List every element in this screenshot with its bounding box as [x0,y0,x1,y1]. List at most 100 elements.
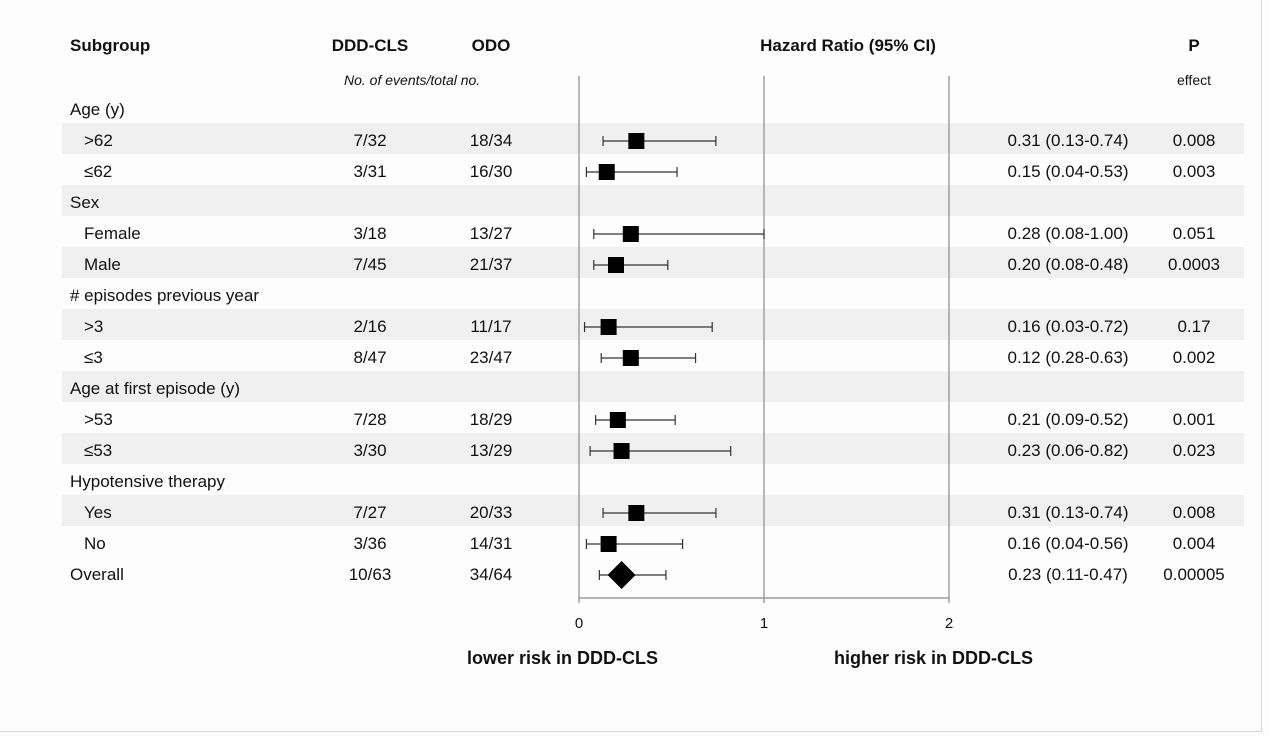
ci-estimate [585,536,684,552]
ddd-cls-events: 3/30 [353,441,387,460]
point-estimate-square [609,412,626,428]
x-tick-label: 1 [759,615,769,632]
hazard-ratio-text: 0.31 (0.13-0.74) [1007,131,1129,150]
odo-events: 18/34 [469,131,513,150]
footer-higher-risk: higher risk in DDD-CLS [834,648,1034,668]
ci-estimate [585,164,678,180]
hazard-ratio-text: 0.16 (0.04-0.56) [1007,534,1129,553]
ci-estimate [589,443,732,459]
overall-diamond [607,561,636,589]
odo-events: 13/27 [469,224,513,243]
header-subgroup: Subgroup [70,36,151,55]
ddd-cls-events: 3/36 [353,534,387,553]
group-label: Age at first episode (y) [70,379,241,398]
subgroup-label: Yes [84,503,112,522]
subgroup-label: No [84,534,106,553]
point-estimate-square [600,319,617,335]
hazard-ratio-text: 0.16 (0.03-0.72) [1007,317,1129,336]
row-band [62,433,1244,464]
p-value: 0.003 [1172,162,1216,181]
point-estimate-square [613,443,630,459]
hazard-ratio-text: 0.28 (0.08-1.00) [1007,224,1129,243]
odo-events: 11/17 [470,317,512,336]
ddd-cls-events: 3/18 [353,224,387,243]
p-value: 0.004 [1172,534,1216,553]
subgroup-label: Overall [70,565,124,584]
subgroup-row: ≤3 8/47 23/47 0.12 (0.28-0.63) 0.002 [0,342,1269,373]
p-value: 0.002 [1172,348,1216,367]
group-row: Age at first episode (y) [0,373,1269,404]
subgroup-row: >53 7/28 18/29 0.21 (0.09-0.52) 0.001 [0,404,1269,435]
subgroup-row: Male 7/45 21/37 0.20 (0.08-0.48) 0.0003 [0,249,1269,280]
overall-row: Overall 10/63 34/64 0.23 (0.11-0.47) 0.00005 [0,559,1269,590]
hazard-ratio-text: 0.12 (0.28-0.63) [1007,348,1129,367]
ci-estimate [593,226,765,242]
overall-estimate [598,561,667,589]
ci-estimate [583,319,713,335]
odo-events: 34/64 [469,565,513,584]
header-p: P [1188,36,1200,55]
odo-events: 16/30 [469,162,513,181]
ddd-cls-events: 2/16 [353,317,387,336]
p-value: 0.17 [1177,317,1211,336]
header-hazard-ratio: Hazard Ratio (95% CI) [760,36,936,55]
subgroup-label: ≤53 [84,441,113,460]
row-band [62,185,1244,216]
subgroup-row: ≤53 3/30 13/29 0.23 (0.06-0.82) 0.023 [0,435,1269,466]
ci-estimate [595,412,676,428]
p-value: 0.0003 [1168,255,1220,274]
point-estimate-square [608,257,624,273]
ddd-cls-events: 7/45 [353,255,387,274]
odo-events: 23/47 [469,348,513,367]
p-value: 0.051 [1172,224,1216,243]
hazard-ratio-text: 0.20 (0.08-0.48) [1007,255,1129,274]
subgroup-row: No 3/36 14/31 0.16 (0.04-0.56) 0.004 [0,528,1269,559]
row-band [62,123,1244,154]
row-band [62,247,1244,278]
point-estimate-square [600,536,617,552]
subgroup-label: ≤3 [84,348,103,367]
group-row: # episodes previous year [0,280,1269,311]
footer-lower-risk: lower risk in DDD-CLS [467,648,659,668]
x-tick-label: 0 [574,615,584,632]
odo-events: 14/31 [469,534,513,553]
subgroup-row: Female 3/18 13/27 0.28 (0.08-1.00) 0.051 [0,218,1269,249]
header-odo: ODO [471,36,511,55]
hazard-ratio-text: 0.23 (0.06-0.82) [1007,441,1129,460]
group-label: # episodes previous year [70,286,260,305]
subgroup-label: >62 [84,131,113,150]
odo-events: 20/33 [469,503,513,522]
ci-estimate [602,505,717,521]
p-value: 0.008 [1172,503,1216,522]
ci-estimate [600,350,697,366]
p-value: 0.008 [1172,131,1216,150]
ddd-cls-events: 7/28 [353,410,387,429]
header-ddd-cls: DDD-CLS [331,36,409,55]
group-label: Sex [70,193,100,212]
ci-estimate [602,133,717,149]
odo-events: 13/29 [469,441,513,460]
odo-events: 21/37 [469,255,513,274]
ddd-cls-events: 8/47 [353,348,387,367]
header-p-effect: effect [1177,72,1211,88]
subgroup-row: Yes 7/27 20/33 0.31 (0.13-0.74) 0.008 [0,497,1269,528]
hazard-ratio-text: 0.15 (0.04-0.53) [1007,162,1129,181]
p-value: 0.00005 [1163,565,1225,584]
row-band [62,371,1244,402]
subgroup-label: Female [84,224,141,243]
x-tick-label: 2 [944,615,954,632]
hazard-ratio-text: 0.23 (0.11-0.47) [1008,565,1128,584]
ddd-cls-events: 7/32 [353,131,387,150]
point-estimate-square [622,226,639,242]
group-row: Hypotensive therapy [0,466,1269,497]
subgroup-row: >62 7/32 18/34 0.31 (0.13-0.74) 0.008 [0,125,1269,156]
row-band [62,495,1244,526]
subgroup-label: ≤62 [84,162,113,181]
point-estimate-square [622,350,639,366]
odo-events: 18/29 [469,410,513,429]
p-value: 0.001 [1172,410,1216,429]
ddd-cls-events: 3/31 [353,162,387,181]
subgroup-row: ≤62 3/31 16/30 0.15 (0.04-0.53) 0.003 [0,156,1269,187]
